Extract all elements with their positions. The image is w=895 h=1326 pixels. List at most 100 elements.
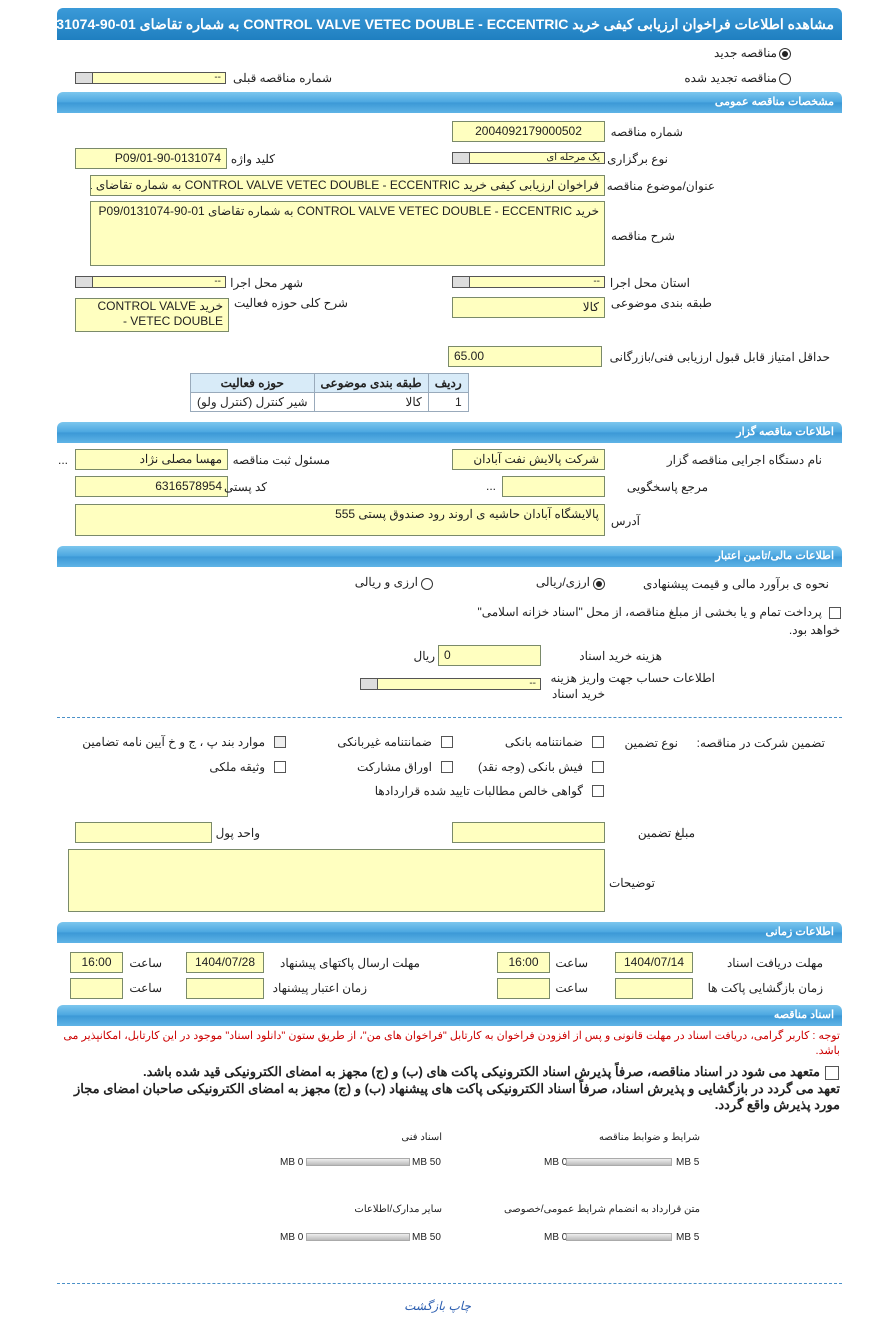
currency-unit-field[interactable]	[75, 822, 212, 843]
send-time-field[interactable]: 16:00	[70, 952, 123, 973]
file-max: 50 MB	[412, 1232, 441, 1243]
prev-tender-label: شماره مناقصه قبلی	[232, 71, 332, 85]
open-time-field[interactable]	[497, 978, 550, 999]
cell: کالا	[313, 392, 429, 412]
opt-label: فیش بانکی (وجه نقد)	[478, 760, 583, 774]
registrar-label: مسئول ثبت مناقصه	[232, 453, 330, 467]
guarantee-amount-field[interactable]	[452, 822, 605, 843]
divider	[57, 717, 842, 718]
opt-bonds-checkbox[interactable]	[441, 761, 453, 773]
col-header: ردیف	[427, 373, 469, 393]
footer-links: چاپ بازگشت	[0, 1299, 875, 1313]
prev-tender-select[interactable]: --	[75, 72, 226, 84]
subject-label: عنوان/موضوع مناقصه	[606, 179, 715, 193]
description-label: شرح مناقصه	[610, 229, 675, 243]
account-label: اطلاعات حساب جهت واریز هزینه	[550, 671, 715, 685]
opt-label: گواهی خالص مطالبات تایید شده قراردادها	[374, 784, 583, 798]
dropdown-button[interactable]	[453, 153, 470, 163]
ref-label: مرجع پاسخگویی	[626, 480, 708, 494]
province-value: --	[593, 276, 600, 287]
treasury-text: پرداخت تمام و یا بخشی از مبلغ مناقصه، از…	[477, 605, 822, 619]
time-label: ساعت	[129, 981, 162, 995]
city-value: --	[214, 276, 221, 287]
file-max: 5 MB	[676, 1157, 700, 1168]
tender-number-label: شماره مناقصه	[610, 125, 683, 139]
type-select[interactable]: یک مرحله ای	[452, 152, 605, 164]
section-finance: اطلاعات مالی/تامین اعتبار	[57, 546, 842, 567]
cost-field[interactable]: 0	[438, 645, 541, 666]
category-field[interactable]: کالا	[452, 297, 605, 318]
file-name: متن قرارداد به انضمام شرایط عمومی/خصوصی	[503, 1204, 700, 1215]
section-organizer: اطلاعات مناقصه گزار	[57, 422, 842, 443]
opt-label: ضمانتنامه بانکی	[504, 735, 583, 749]
ref-field[interactable]	[502, 476, 605, 497]
account-select[interactable]: --	[360, 678, 541, 690]
treasury-text-2: خواهد بود.	[788, 623, 840, 637]
opt-cash-checkbox[interactable]	[592, 761, 604, 773]
validity-time-field[interactable]	[70, 978, 123, 999]
opt-nonbank-checkbox[interactable]	[441, 736, 453, 748]
opt-claims-checkbox[interactable]	[592, 785, 604, 797]
cell: 1	[427, 392, 469, 412]
guarantee-label: تضمین شرکت در مناقصه:	[696, 736, 825, 750]
file-min: 0 MB	[280, 1232, 304, 1243]
commit-checkbox[interactable]	[825, 1066, 839, 1080]
activity-field[interactable]: خرید CONTROL VALVE VETEC DOUBLE -	[75, 298, 229, 332]
file-name: سایر مدارک/اطلاعات	[354, 1204, 442, 1215]
opt-property-checkbox[interactable]	[274, 761, 286, 773]
send-date-field[interactable]: 1404/07/28	[186, 952, 264, 973]
receive-time-field[interactable]: 16:00	[497, 952, 550, 973]
province-select[interactable]: --	[452, 276, 605, 288]
guarantee-amount-label: مبلغ تضمین	[637, 826, 695, 840]
file-name: شرایط و ضوابط مناقصه	[598, 1132, 700, 1143]
dropdown-button[interactable]	[361, 679, 378, 689]
tender-number-field[interactable]: 2004092179000502	[452, 121, 605, 142]
dropdown-button[interactable]	[76, 73, 93, 83]
city-select[interactable]: --	[75, 276, 226, 288]
method-radio-2[interactable]	[421, 578, 433, 590]
registrar-more-link[interactable]: ...	[58, 453, 69, 467]
file-progress	[566, 1158, 672, 1166]
keyword-label: کلید واژه	[230, 152, 275, 166]
section-timing: اطلاعات زمانی	[57, 922, 842, 943]
org-label: نام دستگاه اجرایی مناقصه گزار	[666, 453, 822, 467]
notes-label: توضیحات	[608, 876, 655, 890]
receive-date-field[interactable]: 1404/07/14	[615, 952, 693, 973]
opt-label: موارد بند پ ، ج و خ آیین نامه تضامین	[82, 735, 265, 749]
file-max: 5 MB	[676, 1232, 700, 1243]
min-score-field[interactable]: 65.00	[448, 346, 602, 367]
notes-field[interactable]	[68, 849, 605, 912]
open-date-field[interactable]	[615, 978, 693, 999]
currency-unit-label: واحد پول	[215, 826, 260, 840]
prev-tender-value: --	[214, 72, 221, 83]
print-link[interactable]: چاپ	[448, 1299, 471, 1313]
new-tender-radio[interactable]	[779, 48, 791, 60]
section-docs: اسناد مناقصه	[57, 1005, 842, 1026]
file-min: 0 MB	[544, 1157, 568, 1168]
dropdown-button[interactable]	[76, 277, 93, 287]
dropdown-button[interactable]	[453, 277, 470, 287]
keyword-field[interactable]: P09/01-90-0131074	[75, 148, 227, 169]
ref-more-link[interactable]: ...	[486, 479, 497, 493]
registrar-field[interactable]: مهسا مصلی نژاد	[75, 449, 228, 470]
address-field[interactable]: پالایشگاه آبادان حاشیه ی اروند رود صندوق…	[75, 504, 605, 536]
activity-table: ردیف طبقه بندی موضوعی حوزه فعالیت 1 کالا شیر…	[190, 373, 469, 412]
subject-field[interactable]: فراخوان ارزیابی کیفی خرید CONTROL VALVE …	[90, 175, 605, 196]
send-label: مهلت ارسال پاکتهای پیشنهاد	[279, 956, 420, 970]
page-title: مشاهده اطلاعات فراخوان ارزیابی کیفی خرید…	[12, 8, 842, 40]
section-general: مشخصات مناقصه عمومی	[57, 92, 842, 113]
opt-bank-checkbox[interactable]	[592, 736, 604, 748]
method-radio-1[interactable]	[593, 578, 605, 590]
treasury-checkbox[interactable]	[829, 607, 841, 619]
commit-text-2: تعهد می گردد در بازگشایی و پذیرش اسناد، …	[73, 1081, 840, 1112]
cost-label: هزینه خرید اسناد	[579, 649, 662, 663]
opt-clauses-checkbox[interactable]	[274, 736, 286, 748]
renewed-tender-radio[interactable]	[779, 73, 791, 85]
validity-date-field[interactable]	[186, 978, 264, 999]
org-field[interactable]: شرکت پالایش نفت آبادان	[452, 449, 605, 470]
back-link[interactable]: بازگشت	[404, 1299, 446, 1313]
description-field[interactable]: خرید CONTROL VALVE VETEC DOUBLE - ECCENT…	[90, 201, 605, 266]
file-progress	[306, 1233, 410, 1241]
postal-field[interactable]: 6316578954	[75, 476, 228, 497]
account-value: --	[529, 678, 536, 689]
